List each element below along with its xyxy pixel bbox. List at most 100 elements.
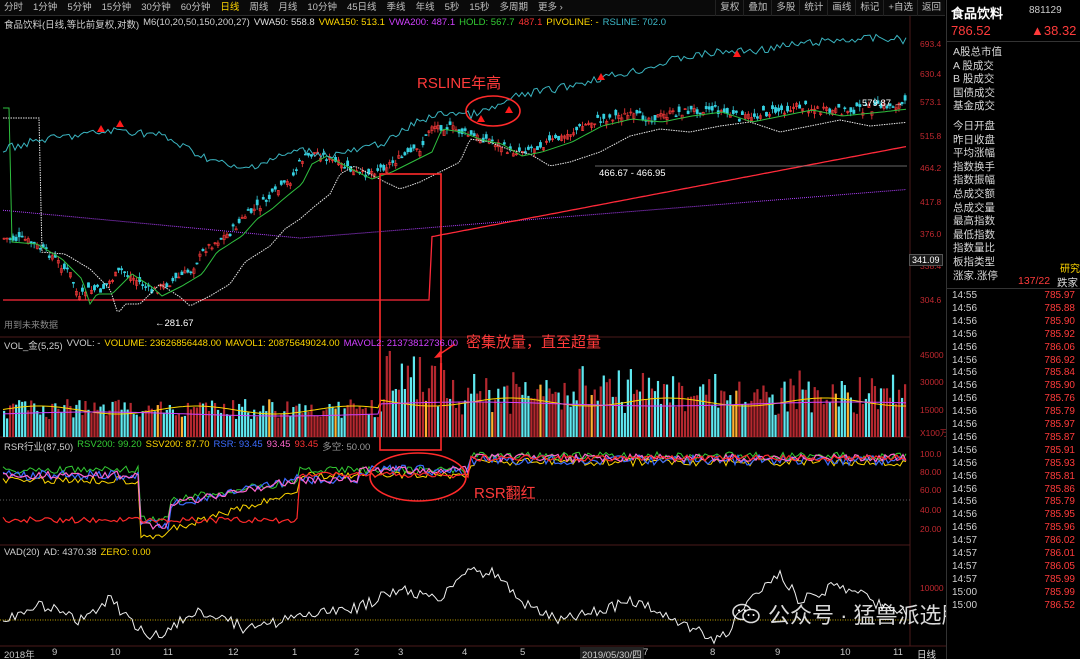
y-tick-label: 30000 [920, 377, 944, 387]
period-tab[interactable]: 60分钟 [180, 1, 211, 13]
tick-time: 14:56 [952, 431, 978, 443]
tick-row: 14:57 786.05 [947, 561, 1080, 573]
period-tab[interactable]: 45日线 [346, 1, 377, 13]
tick-price: 785.93 [1044, 457, 1075, 469]
tool-button[interactable]: 多股 [771, 0, 799, 16]
tick-row: 14:56 785.81 [947, 471, 1080, 483]
x-tick-label: 10 [840, 647, 851, 658]
quote-field-label: B 股成交 [953, 73, 995, 86]
x-tick-label: 12 [228, 647, 239, 658]
tick-row: 14:56 786.92 [947, 355, 1080, 367]
watermark-text: 公众号 · 猛兽派选股 [768, 603, 964, 628]
annotation-volume: 密集放量，直至超量 [466, 334, 602, 351]
legend-item: 多空: 50.00 [322, 442, 371, 453]
x-tick-label: 2018年 [4, 650, 35, 659]
quote-field-label: 昨日收盘 [953, 133, 995, 146]
tool-button[interactable]: +自选 [883, 0, 917, 16]
tick-row: 14:56 785.79 [947, 406, 1080, 418]
tick-price: 785.97 [1044, 419, 1075, 430]
x-tick-label: 9 [52, 647, 58, 658]
tool-button[interactable]: 复权 [715, 0, 743, 16]
tick-time: 14:56 [952, 328, 978, 340]
quote-field-label: A股总市值 [953, 46, 1003, 58]
legend-item: 487.1 [518, 17, 543, 28]
index-name: 食品饮料 [951, 6, 1004, 21]
annotation-rsline: RSLINE年高 [417, 75, 502, 92]
period-tab[interactable]: 1分钟 [33, 1, 58, 13]
tick-price: 786.52 [1044, 599, 1075, 611]
period-tab[interactable]: 15分钟 [101, 1, 132, 13]
wechat-icon [732, 603, 760, 625]
tick-time: 14:56 [952, 444, 978, 456]
quote-field-label: 总成交量 [953, 201, 995, 214]
x-tick-label: 7 [643, 647, 649, 658]
period-tab[interactable]: 月线 [278, 1, 298, 13]
tick-price: 786.05 [1044, 560, 1075, 572]
period-tab[interactable]: 日线 [220, 1, 240, 13]
tick-time: 14:56 [952, 393, 978, 405]
period-tab[interactable]: 多周期 [499, 1, 528, 13]
tool-button[interactable]: 标记 [855, 0, 883, 16]
legend-item: 93.45 [294, 439, 319, 450]
tick-price: 785.99 [1044, 573, 1075, 585]
main-legend: 食品饮料(日线,等比前复权,对数) M6(10,20,50,150,200,27)… [4, 17, 666, 31]
quote-field-label: 涨家.涨停 [953, 269, 998, 282]
tick-price: 785.79 [1044, 496, 1075, 508]
tick-row: 14:56 785.86 [947, 484, 1080, 496]
tick-price: 786.92 [1044, 354, 1075, 366]
tool-button[interactable]: 统计 [799, 0, 827, 16]
price-panel [2, 33, 907, 312]
tool-button[interactable]: 返回 [916, 0, 945, 16]
period-indicator-button[interactable]: 日线 [917, 650, 937, 659]
tool-button[interactable]: 画线 [827, 0, 855, 16]
quote-field-label: 最高指数 [953, 215, 995, 228]
watermark: 公众号 · 猛兽派选股 [732, 598, 964, 630]
tick-time: 14:56 [952, 483, 978, 495]
low-label: ←281.67 [155, 318, 194, 329]
y-tick-label: X100万 [920, 428, 949, 438]
y-tick-label: 20.00 [920, 524, 942, 534]
x-tick-label: 5 [520, 647, 526, 658]
legend-item: VWA200: 487.1 [388, 17, 456, 28]
period-tab[interactable]: 分时 [4, 1, 24, 13]
legend-item: MAVOL1: 20875649024.00 [225, 338, 340, 349]
tick-price: 785.91 [1044, 444, 1075, 456]
period-tab[interactable]: 30分钟 [141, 1, 171, 13]
chart-canvas[interactable] [0, 0, 946, 659]
tick-price: 786.02 [1044, 535, 1075, 547]
quote-field-label: 指数振幅 [953, 174, 995, 187]
tick-row: 14:56 785.96 [947, 522, 1080, 534]
tick-time: 14:56 [952, 470, 978, 482]
period-tab[interactable]: 15秒 [469, 1, 490, 13]
quote-field-label: 板指类型 [953, 256, 995, 268]
tick-price: 785.87 [1044, 431, 1075, 443]
tick-row: 14:56 785.92 [947, 329, 1080, 341]
legend-item: MAVOL2: 21373812736.00 [343, 338, 459, 349]
rsr-ellipse [369, 452, 467, 502]
x-tick-label: 11 [163, 647, 173, 658]
tick-row: 14:56 785.95 [947, 509, 1080, 521]
period-tab[interactable]: 10分钟 [307, 1, 337, 13]
period-tab[interactable]: 5分钟 [67, 1, 92, 13]
y-tick-label: 304.6 [920, 295, 942, 305]
legend-item: VWA50: 558.8 [253, 17, 315, 28]
future-data-note: 用到未来数据 [4, 320, 59, 330]
period-tab[interactable]: 年线 [415, 1, 435, 13]
period-tab[interactable]: 更多 › [537, 1, 563, 13]
legend-item: AD: 4370.38 [43, 547, 97, 558]
y-tick-label: 100.0 [920, 449, 942, 459]
period-tab[interactable]: 季线 [386, 1, 406, 13]
tick-time: 15:00 [952, 599, 978, 611]
legend-item: RSLINE: 702.0 [602, 17, 666, 28]
tick-time: 14:57 [952, 560, 978, 572]
tool-button[interactable]: 叠加 [743, 0, 771, 16]
period-tab[interactable]: 周线 [249, 1, 269, 13]
legend-item: VVOL: - [66, 338, 101, 349]
y-tick-label: 630.4 [920, 69, 942, 79]
y-tick-label: 693.4 [920, 39, 942, 49]
legend-item: VOL_金(5,25) [4, 341, 63, 352]
rsline-ellipse [465, 95, 521, 127]
tick-time: 14:56 [952, 496, 978, 508]
y-tick-label: 338.4 [920, 261, 942, 271]
period-tab[interactable]: 5秒 [444, 1, 460, 13]
